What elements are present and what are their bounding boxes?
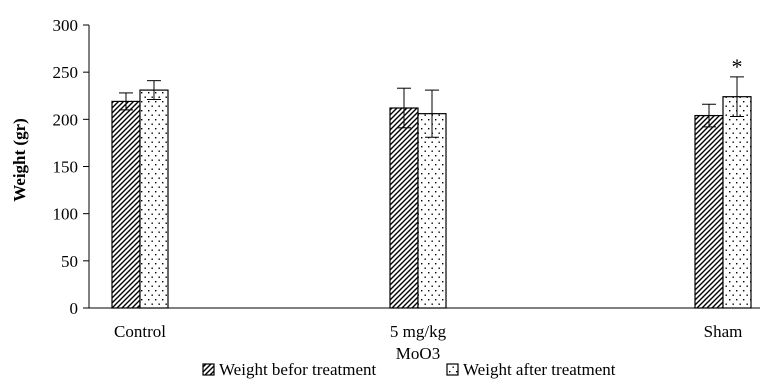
bar: [139, 89, 169, 309]
y-tick-label: 100: [53, 205, 79, 224]
annotations: *: [732, 54, 743, 79]
y-tick-label: 0: [70, 299, 79, 318]
x-tick-label: 5 mg/kg MoO3: [390, 322, 447, 363]
legend-swatch: [446, 363, 459, 376]
x-tick-label: Control: [114, 322, 166, 341]
x-tick-label-line: Sham: [704, 322, 743, 341]
x-tick-label-line: Control: [114, 322, 166, 341]
y-tick-label: 200: [53, 110, 79, 129]
y-tick-label: 50: [61, 252, 78, 271]
bar: [417, 113, 447, 309]
significance-marker: *: [732, 54, 743, 79]
legend-swatch: [202, 363, 215, 376]
bar: [722, 96, 752, 309]
legend: Weight befor treatment Weight after treat…: [202, 360, 616, 379]
bar: [694, 114, 724, 309]
y-axis-title: Weight (gr): [10, 118, 29, 202]
bar: [111, 100, 141, 309]
y-axis: 0 50 100 150 200 250 300: [53, 16, 90, 318]
x-tick-label: Sham: [704, 322, 743, 341]
bars: [111, 89, 752, 309]
legend-label: Weight befor treatment: [219, 360, 377, 379]
legend-label: Weight after treatment: [463, 360, 616, 379]
error-bars: [119, 76, 744, 138]
y-tick-label: 300: [53, 16, 79, 35]
bar: [389, 107, 419, 309]
y-tick-label: 150: [53, 158, 79, 177]
x-tick-label-line: 5 mg/kg: [390, 322, 447, 341]
y-tick-label: 250: [53, 63, 79, 82]
x-tick-label-line: MoO3: [396, 344, 440, 363]
x-axis: Control 5 mg/kg MoO3 Sham: [89, 307, 760, 363]
